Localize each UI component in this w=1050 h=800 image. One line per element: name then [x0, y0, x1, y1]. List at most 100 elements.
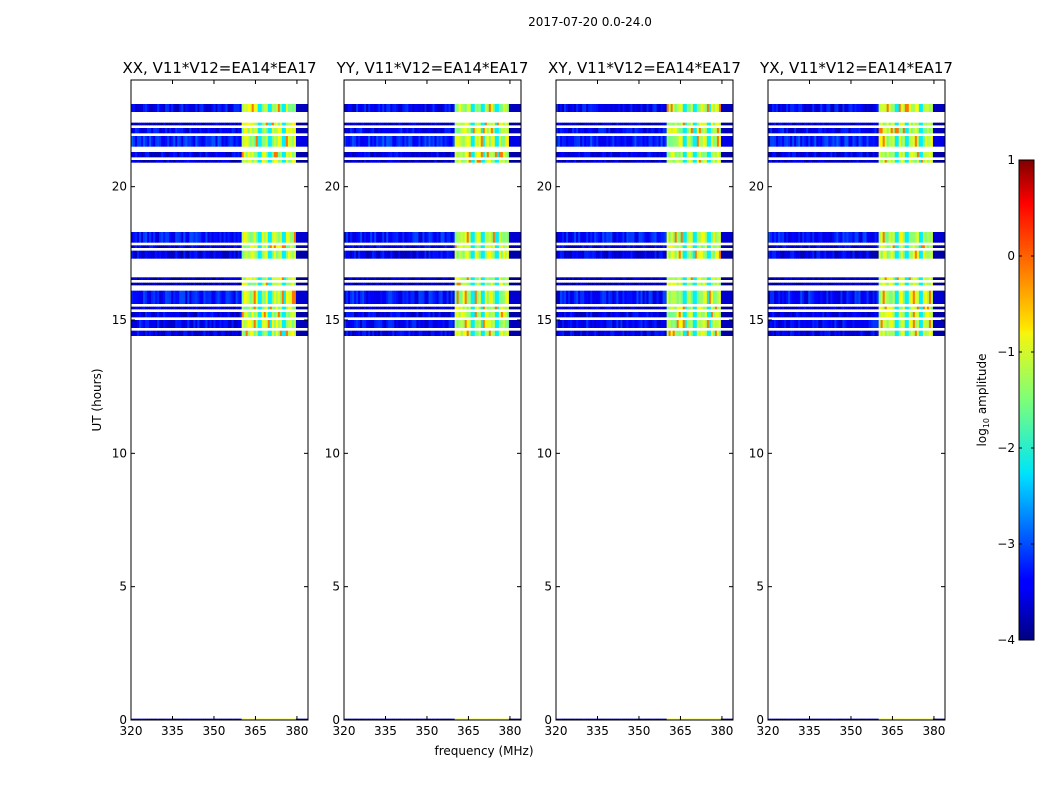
heatmap-cell — [782, 306, 785, 310]
heatmap-cell — [233, 122, 236, 126]
heatmap-cell — [440, 290, 443, 304]
heatmap-cell — [682, 320, 686, 328]
heatmap-cell — [604, 152, 607, 158]
heatmap-cell — [806, 320, 809, 328]
heatmap-cell — [688, 277, 692, 280]
heatmap-cell — [388, 282, 391, 286]
heatmap-cell — [500, 320, 504, 328]
heatmap-cell — [221, 320, 224, 328]
heatmap-cell — [664, 306, 668, 310]
heatmap-cell — [388, 312, 391, 318]
heatmap-cell — [582, 136, 585, 147]
heatmap-cell — [560, 122, 563, 126]
heatmap-cell — [688, 136, 692, 147]
heatmap-cell — [303, 312, 307, 318]
heatmap-cell — [428, 245, 431, 248]
heatmap-cell — [394, 250, 397, 259]
heatmap-cell — [374, 128, 377, 134]
heatmap-cell — [267, 330, 271, 336]
heatmap-cell — [149, 282, 152, 286]
heatmap-cell — [458, 290, 462, 304]
heatmap-cell — [670, 250, 674, 259]
heatmap-cell — [217, 330, 220, 336]
panel-data-cells — [768, 104, 946, 720]
heatmap-cell — [436, 312, 439, 318]
heatmap-cell — [650, 718, 653, 720]
heatmap-cell — [800, 306, 803, 310]
heatmap-cell — [672, 312, 676, 318]
heatmap-cell — [245, 104, 249, 112]
heatmap-cell — [424, 136, 427, 147]
heatmap-cell — [197, 160, 200, 163]
heatmap-cell — [672, 245, 676, 248]
heatmap-cell — [362, 282, 365, 286]
heatmap-cell — [364, 152, 367, 158]
heatmap-cell — [612, 277, 615, 280]
heatmap-cell — [390, 277, 393, 280]
heatmap-cell — [197, 122, 200, 126]
heatmap-cell — [390, 250, 393, 259]
heatmap-cell — [694, 245, 698, 248]
heatmap-cell — [147, 290, 150, 304]
heatmap-cell — [376, 290, 379, 304]
heatmap-cell — [386, 136, 389, 147]
heatmap-cell — [696, 718, 700, 720]
heatmap-cell — [143, 312, 146, 318]
heatmap-cell — [249, 282, 253, 286]
heatmap-cell — [770, 312, 773, 318]
heatmap-cell — [219, 245, 222, 248]
heatmap-cell — [894, 312, 898, 318]
heatmap-cell — [416, 250, 419, 259]
heatmap-cell — [794, 320, 797, 328]
heatmap-cell — [346, 122, 349, 126]
heatmap-cell — [490, 277, 494, 280]
heatmap-cell — [211, 320, 214, 328]
heatmap-cell — [370, 277, 373, 280]
heatmap-cell — [263, 330, 267, 336]
heatmap-cell — [299, 330, 303, 336]
heatmap-cell — [372, 312, 375, 318]
heatmap-cell — [235, 122, 238, 126]
heatmap-cell — [193, 122, 196, 126]
heatmap-cell — [664, 330, 668, 336]
heatmap-cell — [263, 128, 267, 134]
heatmap-cell — [163, 330, 166, 336]
heatmap-cell — [488, 122, 492, 126]
heatmap-cell — [285, 312, 289, 318]
heatmap-cell — [718, 282, 722, 286]
heatmap-cell — [428, 232, 431, 243]
heatmap-cell — [205, 306, 208, 310]
heatmap-cell — [506, 282, 510, 286]
heatmap-cell — [504, 122, 508, 126]
heatmap-cell — [279, 122, 283, 126]
heatmap-cell — [706, 277, 710, 280]
heatmap-cell — [784, 290, 787, 304]
heatmap-cell — [566, 232, 569, 243]
heatmap-cell — [221, 312, 224, 318]
heatmap-cell — [376, 232, 379, 243]
heatmap-cell — [470, 250, 474, 259]
heatmap-cell — [404, 290, 407, 304]
heatmap-cell — [398, 245, 401, 248]
panel-title: XX, V11*V12=EA14*EA17 — [122, 59, 316, 77]
heatmap-cell — [492, 306, 496, 310]
heatmap-cell — [205, 330, 208, 336]
heatmap-cell — [161, 250, 164, 259]
heatmap-cell — [444, 277, 447, 280]
heatmap-cell — [177, 245, 180, 248]
heatmap-cell — [676, 245, 680, 248]
heatmap-cell — [462, 128, 466, 134]
heatmap-cell — [570, 104, 573, 112]
heatmap-cell — [512, 232, 516, 243]
heatmap-cell — [508, 122, 512, 126]
heatmap-cell — [215, 718, 218, 720]
heatmap-cell — [360, 245, 363, 248]
heatmap-cell — [358, 330, 361, 336]
heatmap-cell — [606, 312, 609, 318]
heatmap-cell — [654, 250, 657, 259]
heatmap-cell — [404, 245, 407, 248]
heatmap-cell — [674, 282, 678, 286]
heatmap-cell — [362, 104, 365, 112]
heatmap-cell — [678, 290, 682, 304]
heatmap-cell — [394, 320, 397, 328]
